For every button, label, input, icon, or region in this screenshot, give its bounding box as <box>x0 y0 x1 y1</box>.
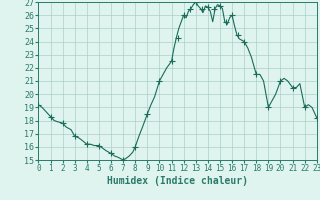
X-axis label: Humidex (Indice chaleur): Humidex (Indice chaleur) <box>107 176 248 186</box>
